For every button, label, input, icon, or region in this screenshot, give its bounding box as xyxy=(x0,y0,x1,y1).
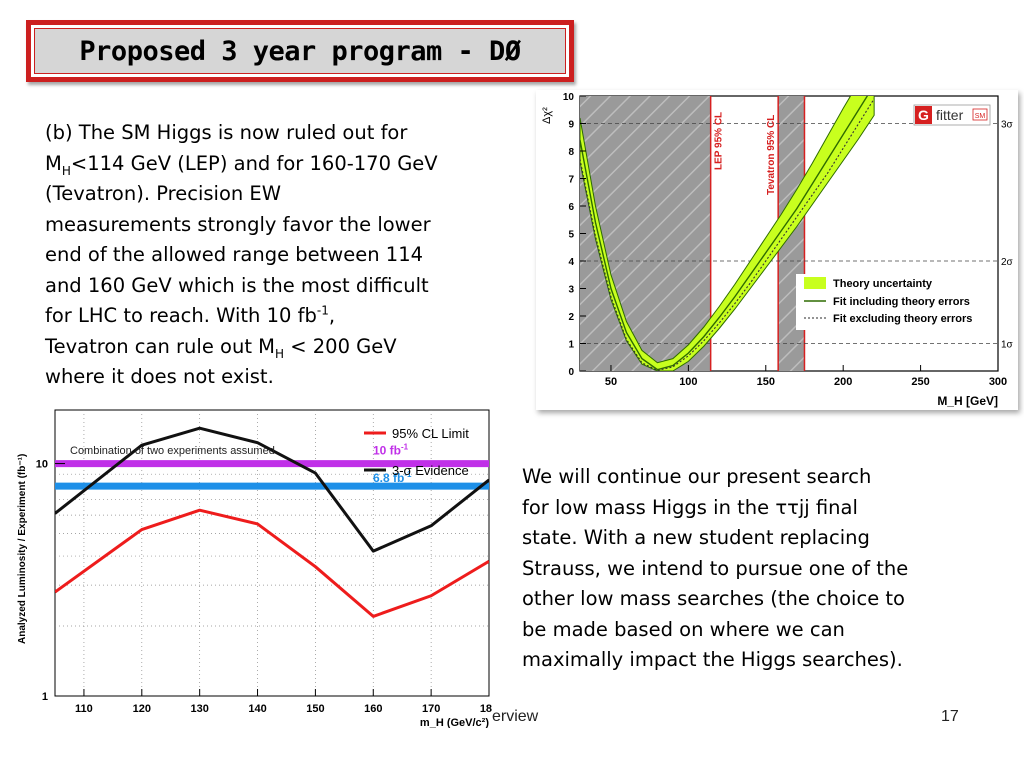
y-axis-label: Analyzed Luminosity / Experiment (fb⁻¹) xyxy=(17,454,28,644)
logo-word: fitter xyxy=(936,107,964,123)
y-tick-label: 6 xyxy=(568,202,574,213)
logo-g-box xyxy=(915,106,932,124)
y-tick-label: 1 xyxy=(568,340,574,351)
gfitter-chart: 1σ 2σ 3σ 50 100 150 200 250 300 0 1 2 3 4 5 6 7 8 9 10 M_H … xyxy=(536,90,1018,410)
y-tick-label: 2 xyxy=(568,312,574,323)
evidence-line xyxy=(55,426,489,553)
para-c-line: Strauss, we intend to pursue one of the xyxy=(522,556,909,580)
para-b-text: for LHC to reach. With 10 fb xyxy=(45,304,317,327)
logo-tag-box xyxy=(972,108,988,121)
para-c-line: for low mass Higgs in the ττjj final xyxy=(522,495,858,519)
para-b-line: (Tevatron). Precision EW xyxy=(45,182,282,205)
para-c-line: be made based on where we can xyxy=(522,617,845,641)
legend-label-band: Theory uncertainty xyxy=(833,278,933,290)
x-tick-label: 250 xyxy=(911,376,929,388)
para-b-line: measurements strongly favor the lower xyxy=(45,212,431,236)
gfitter-logo: G fitter SM xyxy=(913,104,991,126)
exclusion-label: Tevatron 95% CL xyxy=(766,115,777,195)
x-tick-label: 50 xyxy=(605,376,617,388)
x-tick-label: 200 xyxy=(834,376,852,388)
y-axis-label: Δχ² xyxy=(541,107,553,124)
x-axis-label: m_H (GeV/c²) xyxy=(420,717,489,728)
y-tick-label: 9 xyxy=(568,120,574,131)
sigma-label: 2σ xyxy=(1001,257,1014,268)
sigma-label: 3σ xyxy=(1001,120,1014,131)
exclusion-label: LEP 95% CL xyxy=(714,112,725,170)
para-b-line: for LHC to reach. With 10 fb-1, xyxy=(45,301,525,332)
para-b-subscript: H xyxy=(61,163,71,178)
footer-text: erview xyxy=(492,708,539,725)
page-number: 17 xyxy=(941,708,959,725)
para-b-superscript: -1 xyxy=(316,303,329,318)
x-tick-label: 300 xyxy=(989,376,1007,388)
y-tick-label: 3 xyxy=(568,285,574,296)
y-tick-label: 5 xyxy=(568,230,574,241)
slide-title: Proposed 3 year program - DØ xyxy=(79,35,521,67)
legend-label-evidence: 3-σ Evidence xyxy=(392,463,469,478)
x-tick-label: 170 xyxy=(422,703,440,715)
y-tick-label: 10 xyxy=(563,92,575,103)
luminosity-line-label: 10 fb-1 xyxy=(373,443,409,458)
x-tick-label: 160 xyxy=(364,703,382,715)
y-tick-label: 7 xyxy=(568,175,574,186)
limit-line xyxy=(55,508,489,618)
fit-including-theory-line xyxy=(580,96,869,371)
para-b-subscript: H xyxy=(274,346,285,361)
lumi-legend: 95% CL Limit 3-σ Evidence xyxy=(364,426,469,478)
x-tick-label: 140 xyxy=(248,703,266,715)
x-tick-label: 150 xyxy=(757,376,775,388)
para-b-line: and 160 GeV which is the most difficult xyxy=(45,273,429,297)
luminosity-line-label: 6.8 fb-1 xyxy=(373,470,412,485)
para-b-text: M xyxy=(45,151,62,175)
title-panel: Proposed 3 year program - DØ xyxy=(34,28,566,74)
logo-frame xyxy=(913,104,991,126)
x-axis-label: M_H [GeV] xyxy=(937,394,998,408)
x-tick-label: 180 xyxy=(480,703,492,715)
para-b-text: Tevatron can rule out M xyxy=(45,334,275,358)
x-tick-label: 120 xyxy=(133,703,151,715)
theory-uncertainty-band xyxy=(580,96,875,371)
para-b-line: (b) The SM Higgs is now ruled out for xyxy=(45,121,408,144)
para-b-line: Tevatron can rule out MH < 200 GeV xyxy=(45,332,525,363)
fit-excluding-theory-line xyxy=(580,98,875,371)
sigma-label: 1σ xyxy=(1001,340,1014,351)
para-b-line: MH<114 GeV (LEP) and for 160-170 GeV xyxy=(45,149,525,180)
para-b-text: <114 GeV (LEP) and for 160-170 GeV xyxy=(70,151,438,175)
title-frame: Proposed 3 year program - DØ xyxy=(26,20,574,82)
y-tick-label: 8 xyxy=(568,147,574,158)
para-b-text: < 200 GeV xyxy=(284,334,397,358)
title-frame-inner: Proposed 3 year program - DØ xyxy=(31,25,569,77)
x-tick-label: 150 xyxy=(306,703,324,715)
para-c-line: state. With a new student replacing xyxy=(522,526,870,549)
para-c-line: other low mass searches (the choice to xyxy=(522,587,905,610)
legend-swatch-band xyxy=(804,277,826,289)
luminosity-chart: 10 fb-16.8 fb-11101201301401501601701801… xyxy=(8,406,492,728)
legend-label-limit: 95% CL Limit xyxy=(392,426,469,441)
x-tick-label: 110 xyxy=(75,703,93,715)
para-c-line: maximally impact the Higgs searches). xyxy=(522,648,903,671)
logo-g-letter: G xyxy=(918,107,929,123)
legend-label-fit: Fit including theory errors xyxy=(833,296,970,308)
legend-label-fit-excl: Fit excluding theory errors xyxy=(833,313,972,325)
y-tick-label: 0 xyxy=(568,367,574,378)
para-b-text: , xyxy=(328,304,336,327)
para-c-line: We will continue our present search xyxy=(522,465,872,488)
gfitter-legend: Theory uncertainty Fit including theory … xyxy=(796,274,996,330)
lumi-annotation: Combination of two experiments assumed xyxy=(70,445,275,457)
logo-tag: SM xyxy=(975,113,986,120)
x-tick-label: 130 xyxy=(190,703,208,715)
x-tick-label: 100 xyxy=(679,376,697,388)
legend-background xyxy=(796,274,996,330)
y-tick-label: 4 xyxy=(568,257,574,268)
para-b-line: where it does not exist. xyxy=(45,365,274,388)
y-tick-label: 1 xyxy=(42,691,48,703)
para-b-line: end of the allowed range between 114 xyxy=(45,243,424,266)
y-tick-label: 10 xyxy=(36,459,48,471)
paragraph-b: (b) The SM Higgs is now ruled out for MH… xyxy=(45,118,525,393)
paragraph-c: We will continue our present search for … xyxy=(522,462,1012,676)
